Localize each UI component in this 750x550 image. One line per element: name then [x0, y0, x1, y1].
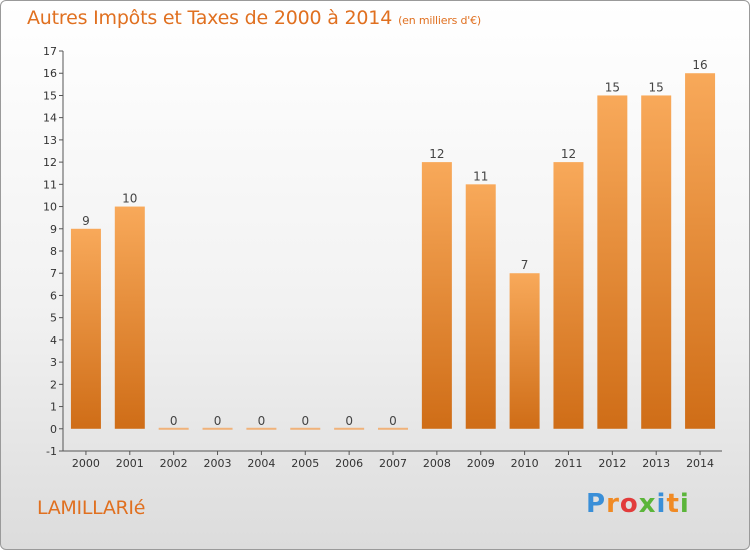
chart-subtitle: (en milliers d'€): [398, 14, 481, 27]
bar: [158, 427, 189, 430]
y-tick-label: 3: [50, 356, 57, 369]
x-tick-label: 2005: [291, 457, 319, 470]
logo-letter: x: [638, 489, 657, 519]
logo-letter: P: [586, 489, 607, 519]
y-tick-label: 10: [43, 201, 57, 214]
x-tick-label: 2004: [247, 457, 275, 470]
bar: [202, 427, 233, 430]
x-tick-label: 2002: [160, 457, 188, 470]
logo-letter: r: [606, 489, 620, 519]
x-tick-label: 2003: [204, 457, 232, 470]
y-tick-label: 12: [43, 156, 57, 169]
bar: [114, 206, 145, 429]
bar: [509, 273, 540, 429]
y-tick-label: 16: [43, 67, 57, 80]
y-tick-label: 13: [43, 134, 57, 147]
bar: [597, 95, 628, 429]
data-label: 12: [561, 147, 576, 161]
x-tick-label: 2009: [467, 457, 495, 470]
y-tick-label: -1: [46, 445, 57, 458]
x-tick-label: 2001: [116, 457, 144, 470]
y-tick-label: 1: [50, 401, 57, 414]
logo-letter: t: [666, 489, 680, 519]
bar: [421, 162, 452, 429]
x-tick-label: 2014: [686, 457, 714, 470]
y-tick-label: 17: [43, 45, 57, 58]
proxiti-logo: Proxiti: [586, 489, 690, 519]
x-tick-label: 2000: [72, 457, 100, 470]
y-tick-label: 9: [50, 223, 57, 236]
data-label: 11: [473, 169, 488, 183]
data-label: 0: [170, 414, 178, 428]
y-tick-label: 14: [43, 112, 57, 125]
bar: [334, 427, 365, 430]
bar: [70, 228, 101, 429]
y-tick-label: 11: [43, 178, 57, 191]
y-tick-label: 2: [50, 378, 57, 391]
bar: [465, 184, 496, 429]
chart-title-text: Autres Impôts et Taxes de 2000 à 2014: [27, 7, 393, 29]
x-tick-label: 2006: [335, 457, 363, 470]
bar: [290, 427, 321, 430]
data-label: 15: [605, 80, 620, 94]
bar: [246, 427, 277, 430]
x-tick-label: 2013: [642, 457, 670, 470]
data-label: 0: [301, 414, 309, 428]
y-tick-label: 7: [50, 267, 57, 280]
data-label: 15: [649, 80, 664, 94]
logo-letter: i: [679, 489, 690, 519]
bar: [641, 95, 672, 429]
logo-letter: i: [656, 489, 667, 519]
data-label: 0: [258, 414, 266, 428]
bar: [378, 427, 408, 430]
logo-letter: o: [619, 489, 639, 519]
y-tick-label: 15: [43, 89, 57, 102]
data-label: 0: [389, 414, 397, 428]
data-label: 7: [521, 258, 529, 272]
data-label: 16: [692, 58, 707, 72]
y-tick-label: 4: [50, 334, 57, 347]
x-tick-label: 2007: [379, 457, 407, 470]
y-tick-label: 8: [50, 245, 57, 258]
bar: [685, 73, 716, 429]
data-label: 0: [345, 414, 353, 428]
data-label: 9: [82, 214, 90, 228]
data-label: 10: [122, 192, 137, 206]
x-tick-label: 2012: [598, 457, 626, 470]
y-tick-label: 6: [50, 289, 57, 302]
bar: [553, 162, 584, 429]
x-tick-label: 2010: [511, 457, 539, 470]
y-tick-label: 0: [50, 423, 57, 436]
data-label: 12: [429, 147, 444, 161]
y-tick-label: 5: [50, 312, 57, 325]
x-tick-label: 2008: [423, 457, 451, 470]
chart-title: Autres Impôts et Taxes de 2000 à 2014 (en…: [27, 7, 481, 29]
commune-name: LAMILLARIé: [37, 497, 146, 519]
x-tick-label: 2011: [554, 457, 582, 470]
data-label: 0: [214, 414, 222, 428]
